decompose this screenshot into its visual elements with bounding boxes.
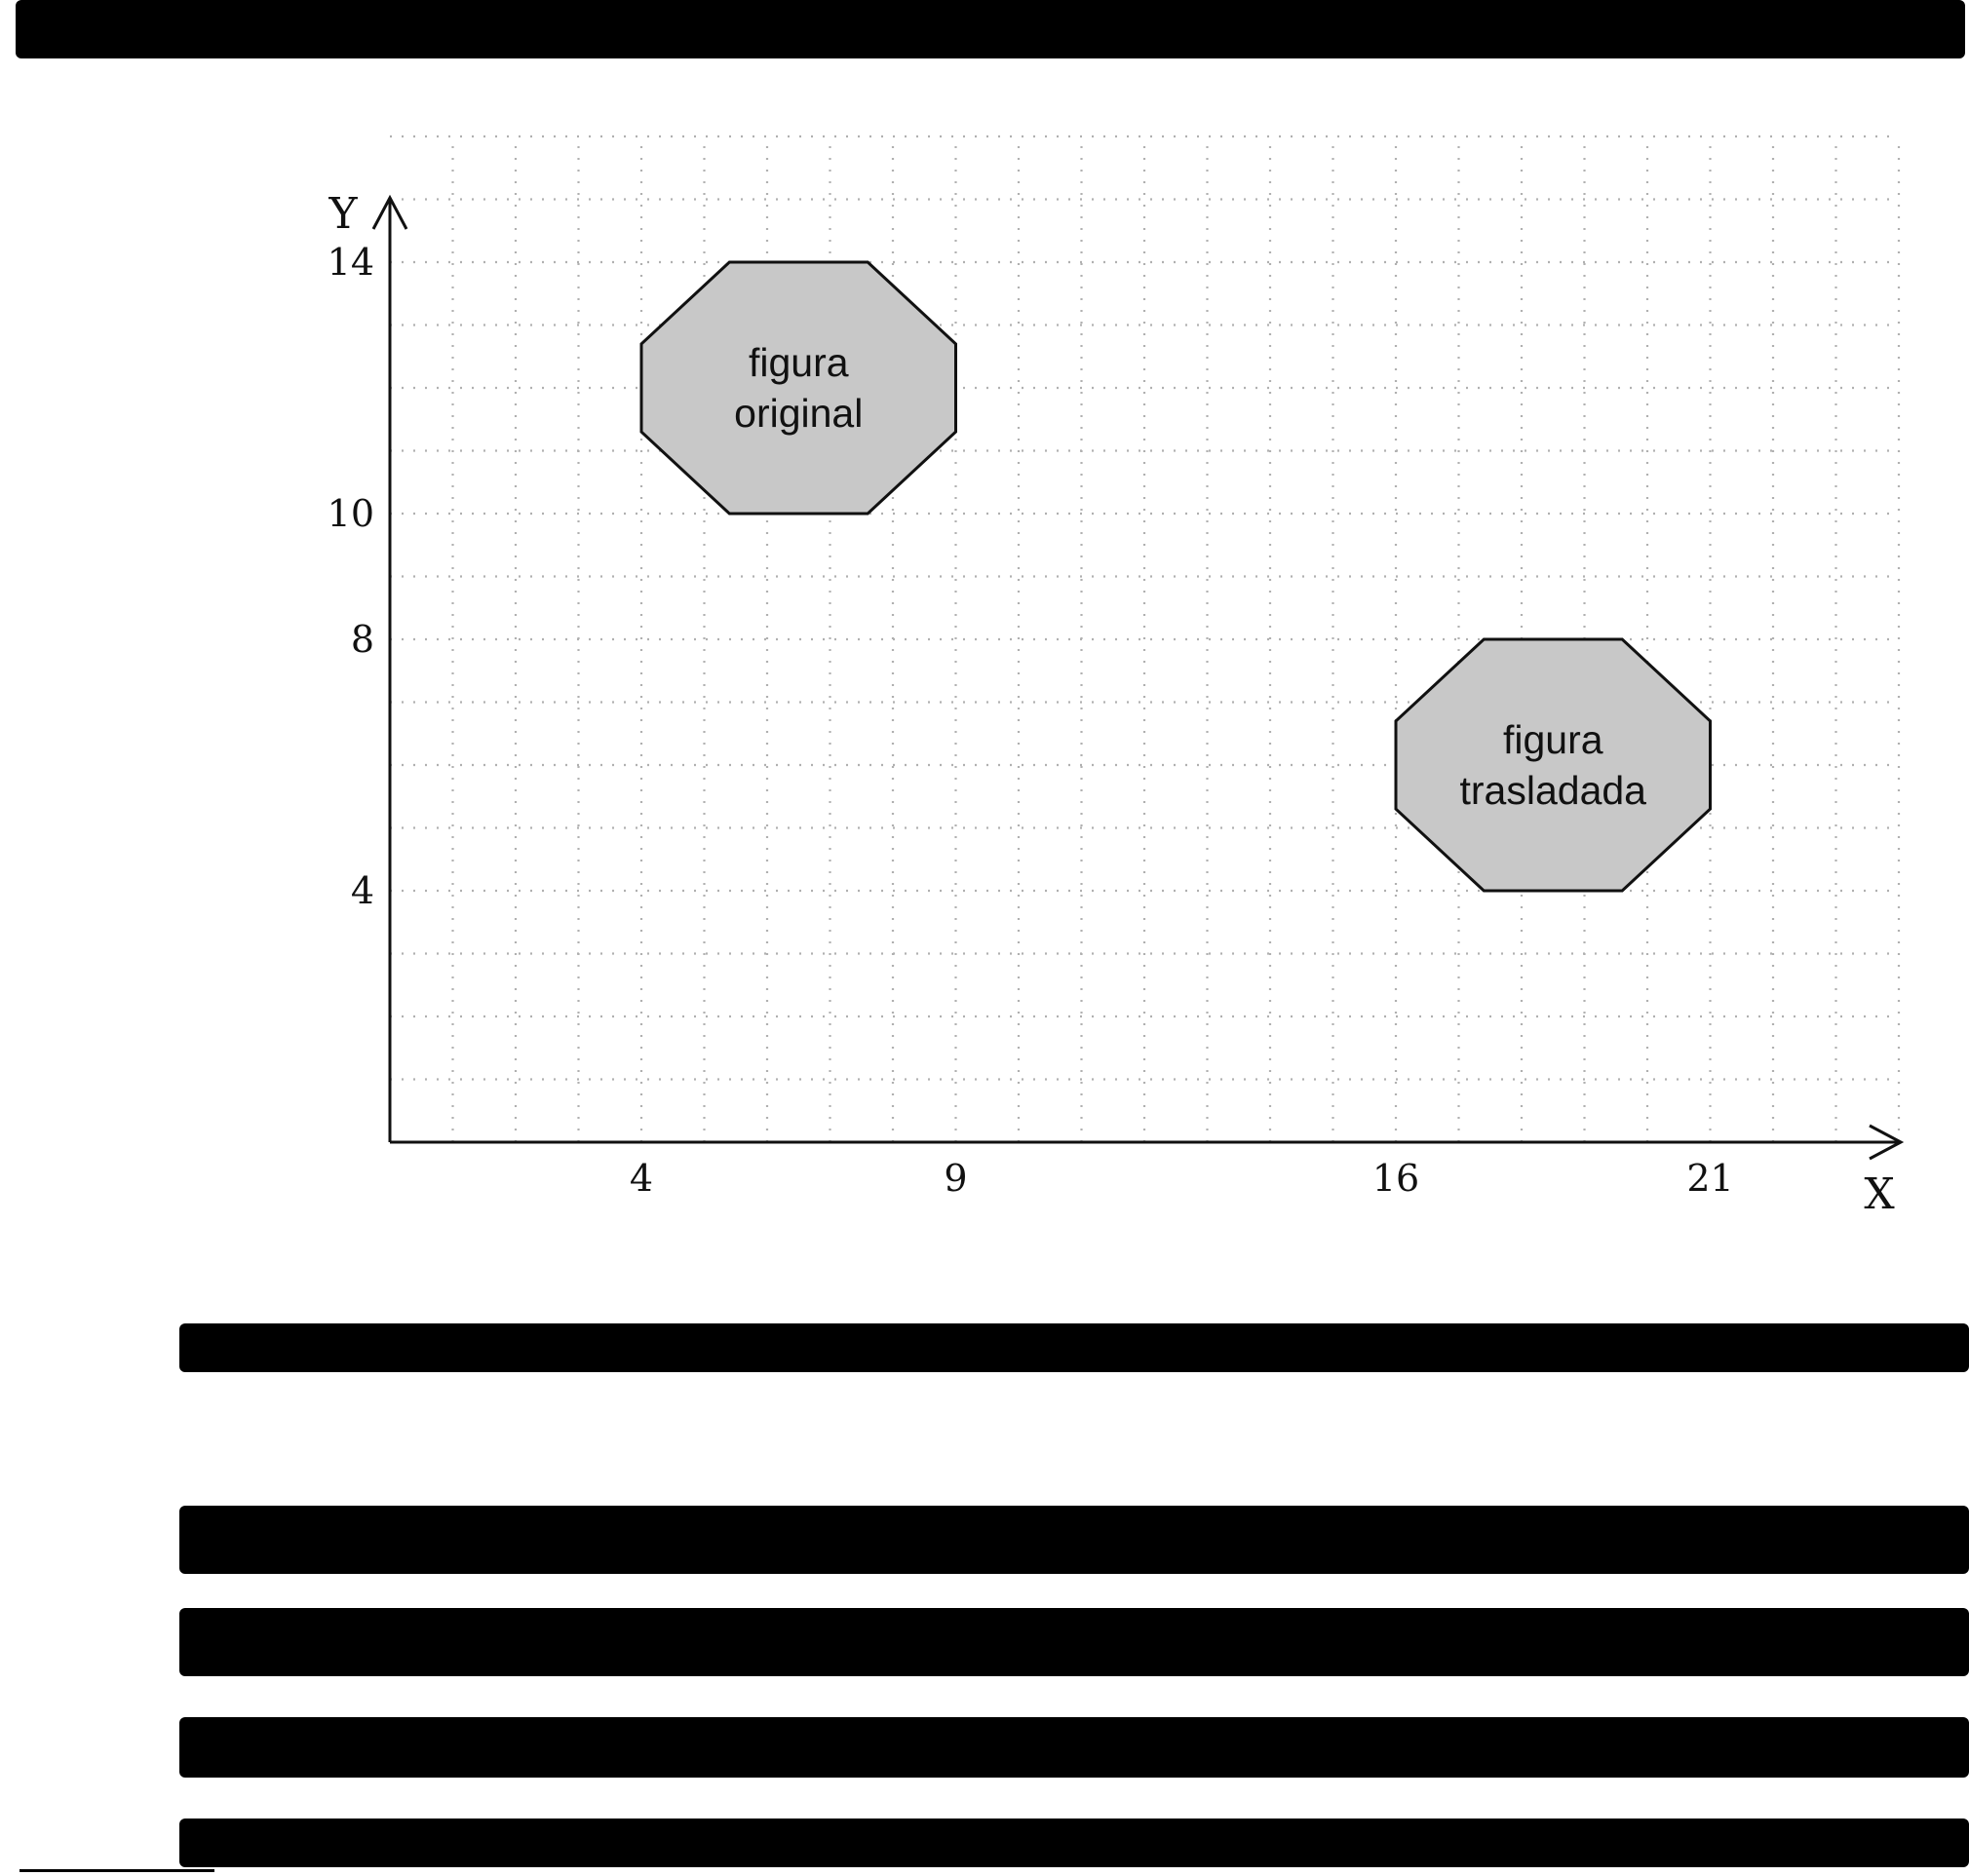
redacted-option-d bbox=[179, 1819, 1969, 1867]
x-axis-arrow bbox=[1869, 1124, 1905, 1161]
y-axis-arrow bbox=[371, 194, 408, 230]
redacted-option-b bbox=[179, 1608, 1969, 1676]
x-tick-label: 16 bbox=[1372, 1157, 1419, 1200]
redacted-heading bbox=[16, 0, 1965, 58]
shape-translated bbox=[1394, 637, 1712, 893]
x-axis-label: X bbox=[1864, 1169, 1895, 1219]
grid bbox=[390, 134, 1901, 1142]
bottom-rule bbox=[19, 1869, 214, 1872]
y-tick-label: 10 bbox=[328, 492, 374, 535]
y-tick-label: 8 bbox=[351, 618, 374, 661]
shape-original-label-line: original bbox=[734, 391, 863, 436]
x-tick-label: 4 bbox=[630, 1157, 653, 1200]
x-tick-label: 21 bbox=[1686, 1157, 1733, 1200]
redacted-option-a bbox=[179, 1506, 1969, 1574]
shape-translated-label-line: trasladada bbox=[1460, 768, 1647, 813]
redacted-option-c bbox=[179, 1717, 1969, 1778]
shape-original-label-line: figura bbox=[749, 340, 849, 385]
tick-labels: 4 9 16 21 4 8 10 14 bbox=[328, 241, 1734, 1200]
y-tick-label: 4 bbox=[351, 869, 374, 912]
shape-original bbox=[639, 260, 957, 516]
redacted-question-text bbox=[179, 1323, 1969, 1372]
axes bbox=[371, 194, 1905, 1161]
shape-translated-label-line: figura bbox=[1503, 717, 1603, 762]
shapes: figura original figura trasladada bbox=[639, 260, 1712, 893]
x-tick-label: 9 bbox=[944, 1157, 967, 1200]
y-axis-label: Y bbox=[328, 189, 358, 239]
y-tick-label: 14 bbox=[328, 241, 374, 284]
